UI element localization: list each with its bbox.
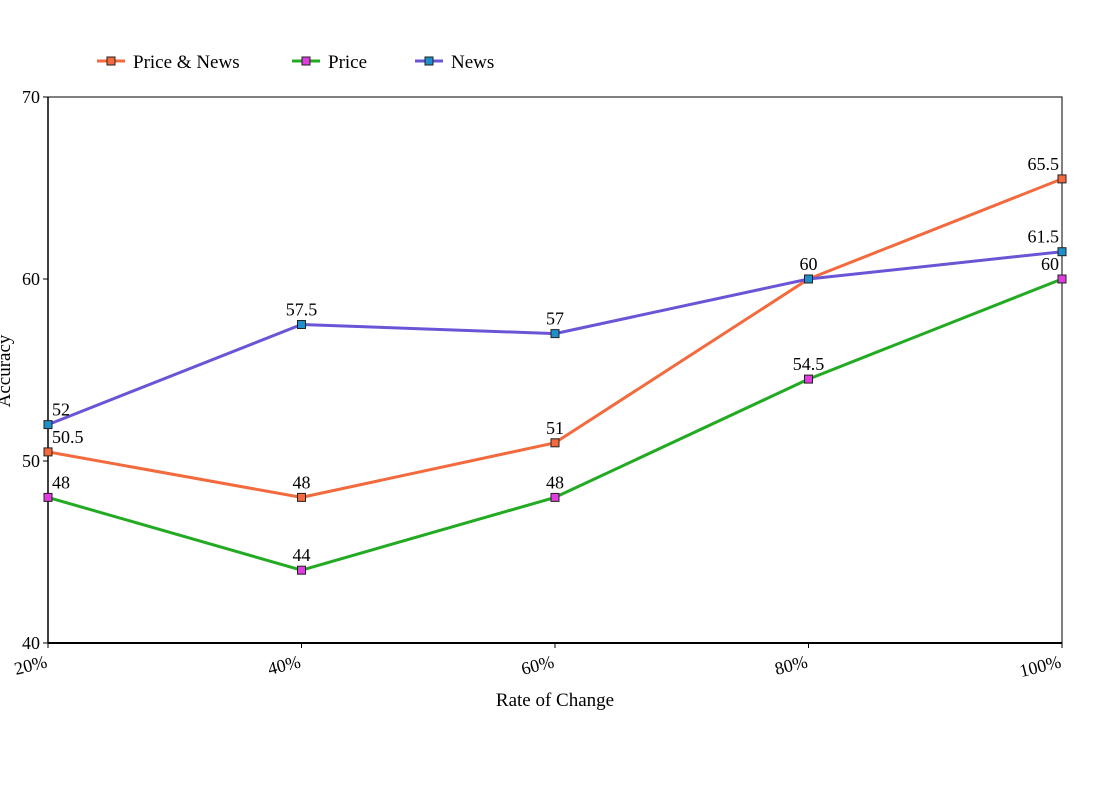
data-label: 48: [293, 472, 311, 492]
data-label: 48: [52, 472, 70, 492]
legend-marker: [106, 56, 116, 66]
data-label: 50.5: [52, 427, 84, 447]
data-label: 60: [800, 254, 818, 274]
x-axis-label: Rate of Change: [496, 690, 614, 711]
data-point: [804, 374, 813, 384]
axes: 40 50 60 70 20% 40% 60% 80% 100%: [12, 87, 1063, 681]
legend-marker: [424, 56, 434, 66]
x-tick-label: 20%: [12, 651, 49, 678]
data-labels: 50.5 48 51 60 65.5 48 44 48 54.5 60 52 57.5 57 61.5: [52, 154, 1059, 565]
data-label: 61.5: [1028, 227, 1060, 247]
series-lines: [47, 177, 1063, 572]
data-label: 65.5: [1028, 154, 1060, 174]
data-point: [550, 329, 560, 339]
x-tick-label: 40%: [266, 651, 303, 678]
y-axis-label: Accuracy: [0, 334, 15, 407]
data-point: [43, 420, 53, 430]
data-point: [1057, 174, 1067, 184]
y-tick-label: 50: [22, 451, 40, 471]
x-tick-label: 80%: [773, 651, 810, 678]
data-point: [1057, 274, 1067, 284]
data-label: 48: [546, 472, 564, 492]
data-label: 54.5: [793, 354, 825, 374]
data-point: [43, 492, 53, 502]
data-point: [297, 492, 306, 502]
y-tick-label: 60: [22, 269, 40, 289]
data-label: 52: [52, 400, 70, 420]
data-label: 51: [546, 418, 564, 438]
data-point: [297, 565, 306, 575]
legend: Price & News Price News: [97, 52, 494, 73]
plot-frame: [47, 96, 1063, 644]
series-markers: [43, 174, 1067, 575]
data-label: 57.5: [286, 300, 318, 320]
legend-marker: [301, 56, 311, 66]
data-point: [43, 447, 53, 457]
x-tick-label: 60%: [519, 651, 556, 678]
data-point: [804, 274, 813, 284]
legend-label: Price: [328, 52, 367, 73]
x-tick-label: 100%: [1017, 651, 1063, 681]
data-label: 44: [293, 545, 311, 565]
data-point: [297, 320, 306, 329]
data-label: 57: [546, 309, 564, 329]
legend-label: Price & News: [133, 52, 240, 73]
y-tick-label: 40: [22, 633, 40, 653]
data-point: [550, 438, 560, 448]
data-point: [550, 492, 560, 502]
legend-label: News: [451, 52, 494, 73]
data-label: 60: [1041, 254, 1059, 274]
data-point: [1057, 247, 1067, 257]
y-tick-label: 70: [22, 87, 40, 107]
